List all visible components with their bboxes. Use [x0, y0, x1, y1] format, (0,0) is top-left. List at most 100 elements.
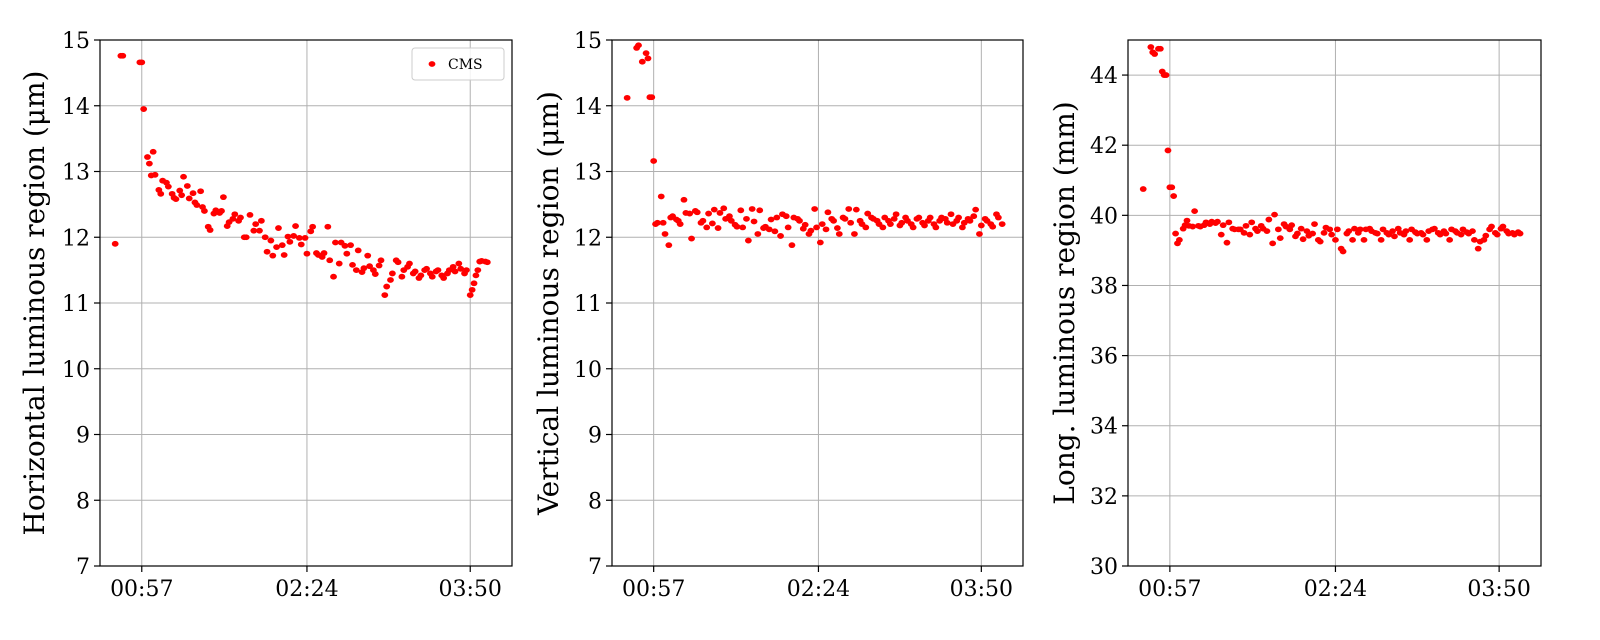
data-point — [835, 231, 843, 237]
data-point — [292, 223, 299, 229]
data-point — [189, 190, 197, 197]
data-point — [1442, 230, 1450, 237]
y-tick-label: 13 — [574, 161, 602, 186]
y-tick-label: 42 — [1090, 134, 1118, 159]
data-point — [1333, 226, 1341, 233]
data-point — [1274, 226, 1282, 233]
data-point — [852, 206, 860, 213]
y-axis-label: Horizontal luminous region (μm) — [18, 71, 51, 536]
data-point — [257, 217, 265, 224]
data-point — [816, 239, 824, 246]
data-point — [455, 260, 463, 267]
data-point — [994, 214, 1002, 221]
y-tick-label: 30 — [1090, 555, 1118, 580]
data-point — [417, 272, 425, 279]
data-point — [164, 183, 172, 190]
data-point — [1175, 236, 1183, 243]
data-point — [326, 257, 334, 264]
data-point — [932, 224, 940, 231]
y-tick-label: 40 — [1090, 204, 1118, 229]
data-point — [151, 171, 159, 178]
data-point — [250, 227, 258, 234]
data-point — [654, 219, 661, 226]
data-point — [246, 211, 254, 218]
data-point — [892, 211, 900, 218]
data-point — [457, 265, 465, 272]
data-point — [1248, 219, 1256, 226]
data-point — [716, 210, 724, 216]
data-point — [887, 221, 894, 228]
y-tick-label: 38 — [1090, 274, 1118, 299]
data-point — [958, 224, 966, 231]
x-tick-label: 03:50 — [439, 577, 502, 602]
data-point — [708, 220, 716, 227]
data-point — [841, 215, 849, 222]
data-point — [1164, 147, 1172, 154]
data-point — [977, 222, 985, 229]
data-point — [1516, 230, 1524, 237]
data-point — [1276, 235, 1284, 242]
data-point — [966, 217, 974, 224]
data-point — [341, 242, 349, 249]
data-point — [172, 196, 180, 203]
data-point — [284, 233, 292, 240]
chart-panel-1: 7 8 9 10 11 12 13 14 15 00:57 02:24 03:50 Horizontal… — [18, 29, 513, 602]
data-point — [1217, 231, 1225, 238]
data-point — [1288, 222, 1296, 229]
data-point — [301, 235, 309, 241]
data-point — [423, 265, 430, 272]
data-point — [1189, 223, 1197, 230]
data-point — [1470, 236, 1478, 243]
data-point — [1162, 72, 1170, 78]
y-tick-label: 14 — [62, 95, 90, 120]
chart-panel-2: 7 8 9 10 11 12 13 14 15 00:57 02:24 03:50 Vertical l… — [532, 29, 1024, 602]
data-point — [777, 233, 784, 239]
data-point — [1147, 44, 1155, 50]
data-point — [381, 292, 389, 299]
data-point — [726, 213, 733, 220]
data-point — [686, 210, 694, 217]
data-point — [650, 158, 658, 164]
data-point — [406, 260, 413, 267]
data-point — [642, 50, 650, 57]
data-point — [727, 217, 735, 224]
data-point — [149, 148, 157, 155]
data-point — [879, 224, 887, 231]
data-point — [111, 240, 119, 247]
data-point — [1311, 221, 1318, 228]
data-point — [1389, 228, 1396, 235]
data-point — [813, 224, 820, 231]
data-point — [807, 227, 815, 234]
data-point — [440, 275, 448, 281]
data-point — [1156, 45, 1164, 52]
data-point — [1139, 186, 1147, 192]
data-point — [703, 224, 711, 231]
data-point — [472, 272, 480, 279]
data-point — [1431, 225, 1438, 232]
data-point — [290, 233, 298, 239]
data-point — [330, 273, 337, 280]
data-point — [1225, 219, 1233, 226]
data-point — [970, 213, 978, 220]
data-point — [144, 154, 151, 160]
data-point — [1265, 216, 1273, 223]
data-point — [280, 252, 288, 258]
data-point — [343, 250, 351, 257]
data-point — [744, 237, 752, 244]
data-point — [1482, 232, 1490, 239]
y-axis-label: Long. luminous region (mm) — [1048, 101, 1081, 504]
y-tick-label: 32 — [1090, 485, 1118, 510]
data-point — [739, 224, 747, 231]
data-point — [1183, 217, 1191, 224]
data-point — [434, 267, 442, 274]
data-point — [206, 227, 214, 233]
data-point — [411, 268, 419, 275]
data-point — [947, 211, 955, 218]
data-point — [1326, 226, 1334, 233]
data-point — [1269, 240, 1277, 247]
y-tick-label: 8 — [588, 489, 602, 514]
data-point — [661, 231, 669, 237]
data-point — [119, 52, 127, 59]
data-point — [178, 192, 186, 199]
y-tick-label: 15 — [574, 29, 602, 54]
